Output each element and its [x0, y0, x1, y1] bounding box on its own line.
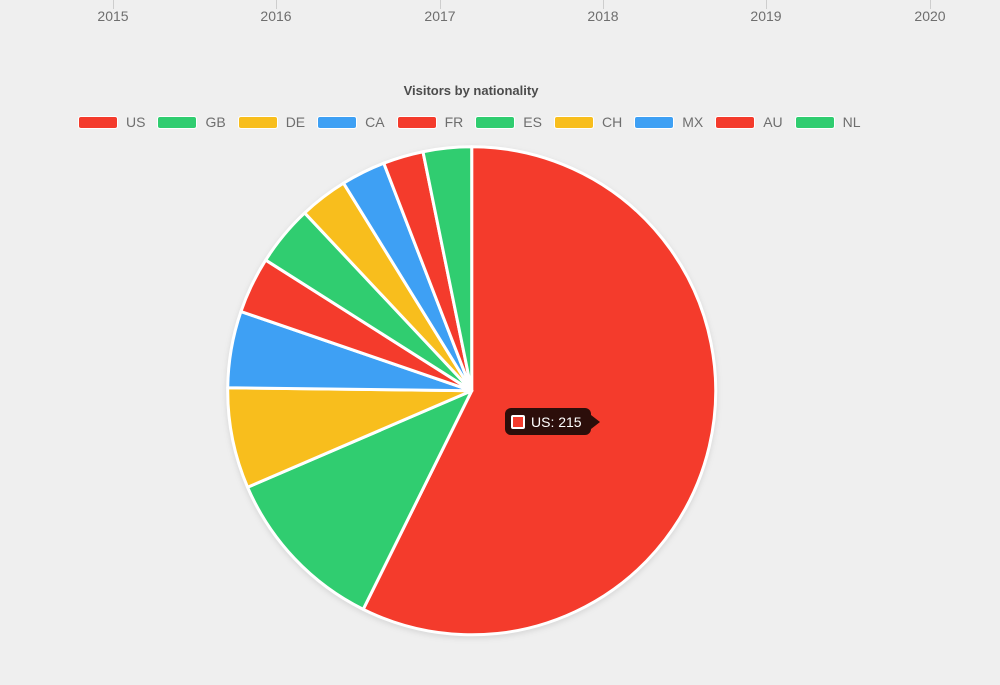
axis-label-2020: 2020: [914, 8, 946, 24]
axis-tick-2019: [766, 0, 767, 9]
tooltip: US: 215: [505, 408, 600, 435]
tooltip-text: US: 215: [531, 413, 582, 430]
legend-label-CA: CA: [365, 114, 385, 130]
axis-tick-2017: [440, 0, 441, 9]
legend-label-NL: NL: [842, 114, 861, 130]
axis-label-2015: 2015: [97, 8, 129, 24]
legend-item-FR[interactable]: FR: [396, 114, 464, 130]
axis-label-2017: 2017: [424, 8, 456, 24]
legend-swatch-CA: [317, 115, 358, 129]
legend-swatch-US: [78, 115, 118, 129]
legend-label-ES: ES: [523, 114, 542, 130]
legend-swatch-ES: [475, 115, 516, 129]
legend-swatch-FR: [396, 115, 437, 129]
legend-label-US: US: [126, 114, 146, 130]
legend-label-DE: DE: [285, 114, 306, 130]
legend-swatch-AU: [715, 115, 756, 129]
legend-item-CA[interactable]: CA: [317, 114, 385, 130]
axis-tick-2016: [276, 0, 277, 9]
pie-slice-GB[interactable]: [246, 389, 474, 611]
tooltip-arrow-icon: [590, 414, 600, 429]
legend-swatch-CH: [553, 115, 594, 129]
legend-swatch-MX: [634, 115, 675, 129]
chart-title: Visitors by nationality: [403, 83, 539, 98]
legend-item-MX[interactable]: MX: [634, 114, 703, 130]
legend-item-NL[interactable]: NL: [794, 114, 861, 130]
legend: US GB DE CA FR ES CH MX AU NL: [78, 114, 873, 130]
axis-tick-2020: [930, 0, 931, 9]
legend-label-FR: FR: [444, 114, 464, 130]
legend-swatch-NL: [794, 115, 835, 129]
legend-label-MX: MX: [682, 114, 704, 130]
legend-item-ES[interactable]: ES: [475, 114, 542, 130]
axis-label-2018: 2018: [587, 8, 619, 24]
legend-label-CH: CH: [601, 114, 623, 130]
legend-swatch-GB: [157, 115, 198, 129]
legend-item-CH[interactable]: CH: [553, 114, 623, 130]
legend-swatch-DE: [237, 115, 278, 129]
axis-tick-2018: [603, 0, 604, 9]
legend-item-GB[interactable]: GB: [157, 114, 226, 130]
legend-item-AU[interactable]: AU: [715, 114, 783, 130]
pie-slice-NL[interactable]: [421, 145, 474, 393]
legend-label-GB: GB: [205, 114, 226, 130]
pie-slice-US[interactable]: [361, 145, 718, 637]
legend-label-AU: AU: [763, 114, 783, 130]
axis-tick-2015: [113, 0, 114, 9]
axis-label-2016: 2016: [260, 8, 292, 24]
legend-item-DE[interactable]: DE: [237, 114, 306, 130]
axis-label-2019: 2019: [750, 8, 782, 24]
legend-item-US[interactable]: US: [78, 114, 145, 130]
tooltip-series-swatch: [511, 414, 525, 429]
